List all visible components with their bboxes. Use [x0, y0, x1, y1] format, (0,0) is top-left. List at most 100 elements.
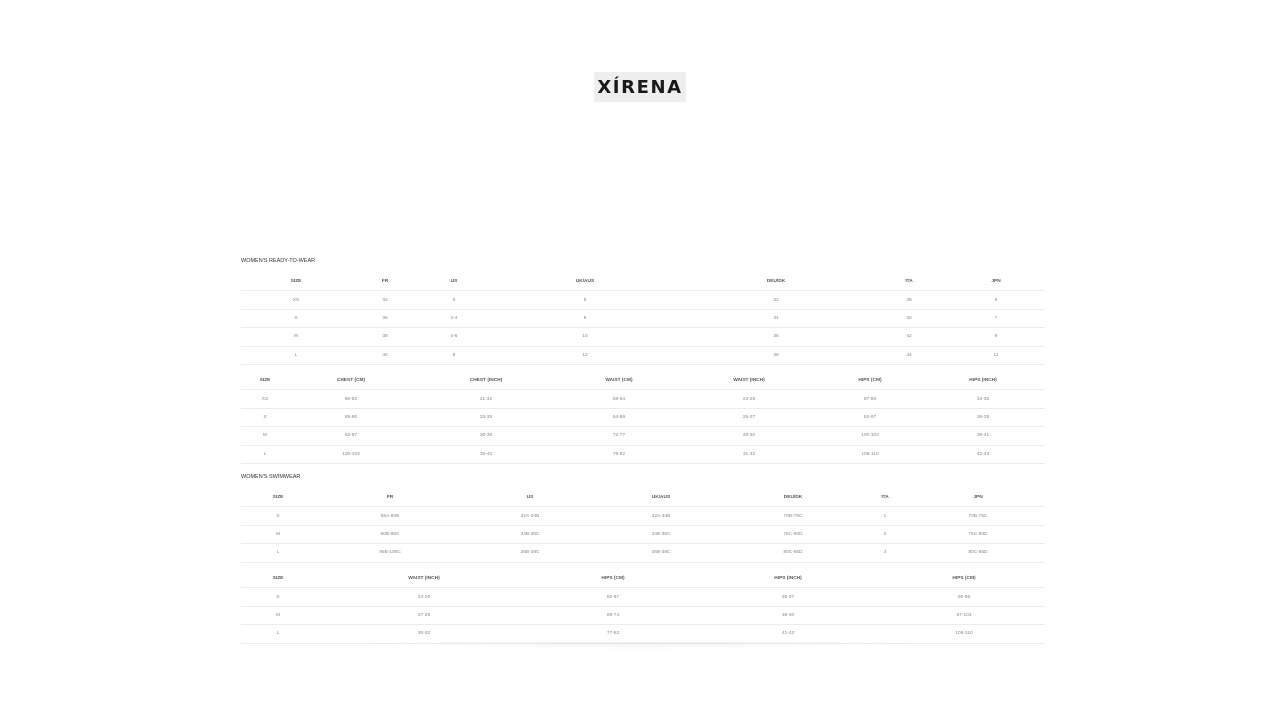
- table-row: L 40 8 12 38 44 11: [241, 346, 1045, 365]
- table-cell: 38: [871, 290, 947, 310]
- table-cell: 85A-90B: [315, 506, 465, 526]
- column-header: HIPS (CM): [883, 570, 1045, 589]
- section-title-ready-to-wear: WOMEN'S READY-TO-WEAR: [241, 258, 316, 264]
- table-cell: 80C-85D: [911, 543, 1045, 563]
- table-row: M 27-29 69-74 38-40 97-103: [241, 606, 1045, 626]
- table-cell: 72-77: [559, 426, 679, 446]
- measurements-table-ready-to-wear: SIZE CHEST (CM) CHEST (INCH) WAIST (CM) WAIS…: [241, 372, 1045, 464]
- size-conversion-table-ready-to-wear: SIZE FR US UK/AUS DEU/DK ITA JPN XS 34 0 6 32 38 5 S 36…: [241, 273, 1045, 365]
- table-cell: 39-41: [921, 426, 1045, 446]
- table-cell: 92-97: [819, 408, 921, 428]
- table-cell: 44: [871, 346, 947, 365]
- table-row: S 24-26 62-67 35-37 90-95: [241, 587, 1045, 607]
- table-cell: M: [241, 525, 315, 545]
- table-row: L 95B-100C 36B-38C 36B-38C 80C-85D 3 80C-85D: [241, 543, 1045, 563]
- table-row: S 85-90 33-35 64-69 25-27 92-97 36-38: [241, 408, 1045, 428]
- table-cell: L: [241, 624, 315, 644]
- column-header: SIZE: [241, 273, 351, 292]
- table-cell: 36-38: [413, 426, 559, 446]
- table-cell: 7: [947, 309, 1045, 329]
- table-cell: 80C-85D: [727, 543, 859, 563]
- table-cell: 34: [351, 290, 419, 310]
- table-cell: 42-43: [921, 445, 1045, 464]
- table-cell: 75C-80D: [911, 525, 1045, 545]
- column-header: HIPS (INCH): [693, 570, 883, 589]
- table-cell: 2-4: [419, 309, 489, 329]
- column-header: SIZE: [241, 489, 315, 508]
- table-cell: 34B-36C: [595, 525, 727, 545]
- table-cell: 31-32: [679, 445, 819, 464]
- column-header: US: [419, 273, 489, 292]
- table-row: L 30-32 77-82 41-43 105-110: [241, 624, 1045, 644]
- table-cell: 80-82: [289, 389, 413, 409]
- size-conversion-table-swimwear: SIZE FR US UK/AUS DEU/DK ITA JPN S 85A-90B 32A-34…: [241, 489, 1045, 563]
- table-cell: 28-30: [679, 426, 819, 446]
- table-cell: XS: [241, 290, 351, 310]
- table-cell: 11: [947, 346, 1045, 365]
- table-cell: 85-90: [289, 408, 413, 428]
- table-cell: 8: [489, 309, 681, 329]
- table-cell: 36B-38C: [465, 543, 595, 563]
- table-cell: 40: [351, 346, 419, 365]
- table-header-row: SIZE FR US UK/AUS DEU/DK ITA JPN: [241, 273, 1045, 292]
- table-cell: 32A-34B: [465, 506, 595, 526]
- column-header: HIPS (INCH): [921, 372, 1045, 391]
- table-row: XS 80-82 31-32 58-64 23-25 87-89 34-35: [241, 389, 1045, 409]
- column-header: SIZE: [241, 372, 289, 391]
- table-cell: 10: [489, 327, 681, 347]
- column-header: DEU/DK: [727, 489, 859, 508]
- table-cell: 69-74: [533, 606, 693, 626]
- table-cell: 24-26: [315, 587, 533, 607]
- table-cell: 62-67: [533, 587, 693, 607]
- table-cell: 23-25: [679, 389, 819, 409]
- table-cell: 38-40: [693, 606, 883, 626]
- column-header: HIPS (CM): [533, 570, 693, 589]
- column-header: UK/AUS: [489, 273, 681, 292]
- table-cell: 34B-36C: [465, 525, 595, 545]
- table-cell: 38: [681, 346, 871, 365]
- table-row: S 36 2-4 8 34 40 7: [241, 309, 1045, 329]
- table-cell: S: [241, 506, 315, 526]
- column-header: US: [465, 489, 595, 508]
- column-header: ITA: [871, 273, 947, 292]
- table-cell: 36: [681, 327, 871, 347]
- table-cell: 41-43: [693, 624, 883, 644]
- column-header: UK/AUS: [595, 489, 727, 508]
- table-cell: 2: [859, 525, 911, 545]
- table-cell: 92-97: [289, 426, 413, 446]
- table-cell: 42: [871, 327, 947, 347]
- table-cell: 77-82: [533, 624, 693, 644]
- table-cell: 87-89: [819, 389, 921, 409]
- table-cell: 32A-34B: [595, 506, 727, 526]
- table-row: M 38 4-6 10 36 42 9: [241, 327, 1045, 347]
- table-cell: 100-103: [289, 445, 413, 464]
- column-header: WAIST (INCH): [679, 372, 819, 391]
- table-cell: L: [241, 445, 289, 464]
- table-row: XS 34 0 6 32 38 5: [241, 290, 1045, 310]
- brand-logo[interactable]: XÍRENA: [594, 72, 686, 102]
- column-header: SIZE: [241, 570, 315, 589]
- table-cell: L: [241, 543, 315, 563]
- table-cell: 12: [489, 346, 681, 365]
- section-title-swimwear: WOMEN'S SWIMWEAR: [241, 474, 301, 480]
- column-header: DEU/DK: [681, 273, 871, 292]
- table-cell: 40: [871, 309, 947, 329]
- table-cell: L: [241, 346, 351, 365]
- table-cell: S: [241, 587, 315, 607]
- table-header-row: SIZE FR US UK/AUS DEU/DK ITA JPN: [241, 489, 1045, 508]
- table-cell: 75C-80D: [727, 525, 859, 545]
- table-cell: 4-6: [419, 327, 489, 347]
- table-cell: M: [241, 426, 289, 446]
- table-row: M 92-97 36-38 72-77 28-30 100-103 39-41: [241, 426, 1045, 446]
- table-row: M 90B-95C 34B-36C 34B-36C 75C-80D 2 75C-80D: [241, 525, 1045, 545]
- table-cell: 27-29: [315, 606, 533, 626]
- table-cell: 34-35: [921, 389, 1045, 409]
- table-cell: 39-40: [413, 445, 559, 464]
- table-cell: S: [241, 309, 351, 329]
- table-cell: 36B-38C: [595, 543, 727, 563]
- column-header: CHEST (INCH): [413, 372, 559, 391]
- table-cell: 108-110: [819, 445, 921, 464]
- table-cell: 31-32: [413, 389, 559, 409]
- table-cell: M: [241, 327, 351, 347]
- table-header-row: SIZE CHEST (CM) CHEST (INCH) WAIST (CM) WAIS…: [241, 372, 1045, 391]
